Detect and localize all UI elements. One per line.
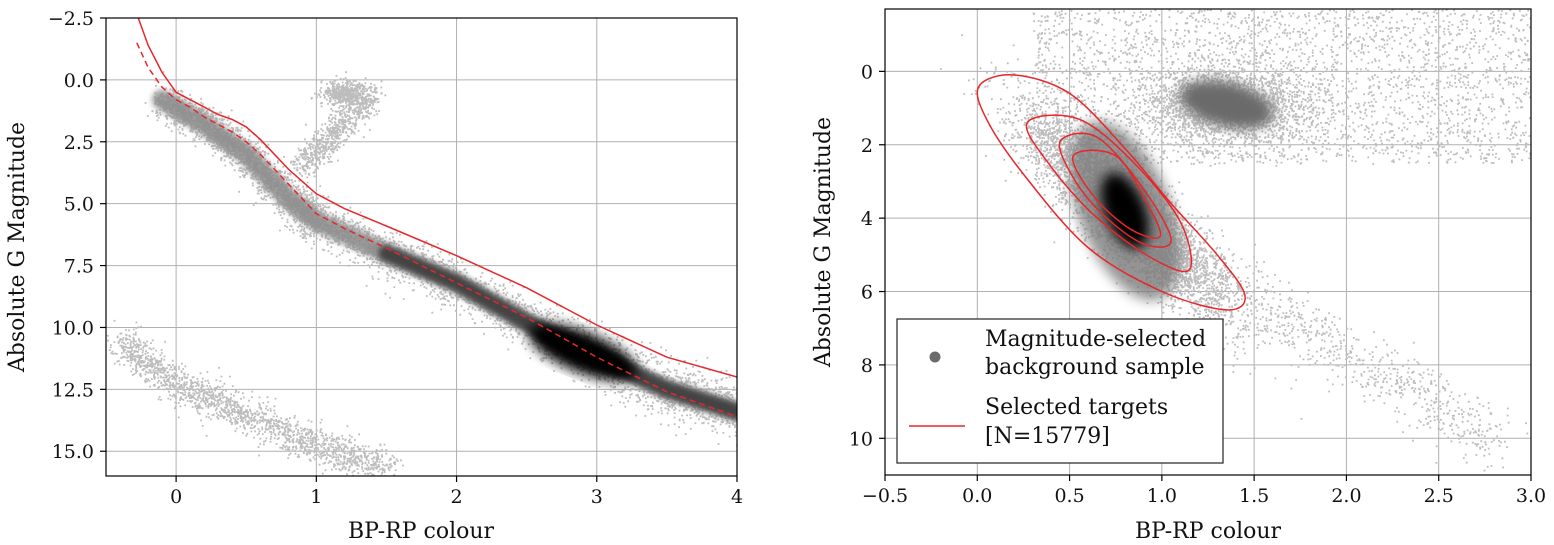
right-xtick-label-3: 1.0 (1147, 485, 1177, 507)
left-y-axis-label: Absolute G Magnitude (5, 122, 30, 373)
right-contour-level-1 (1025, 114, 1193, 273)
right-ytick-label-5: 10 (849, 428, 873, 450)
legend: Magnitude-selected background sample Sel… (896, 318, 1224, 464)
right-xtick-label-2: 0.5 (1054, 485, 1084, 507)
left-panel: 0 1 2 3 4 −2.5 0.0 2.5 5.0 7.5 10.0 12.5 15.0 BP-RP … (5, 8, 743, 544)
left-xtick-label-4: 4 (731, 486, 743, 508)
left-ytick-label-0: −2.5 (48, 8, 94, 30)
right-red-clump-density (1179, 80, 1274, 129)
right-x-axis-label: BP-RP colour (1135, 519, 1282, 544)
right-ticks: −0.5 0.0 0.5 1.0 1.5 2.0 2.5 3.0 0 2 4 6 8 10 (849, 61, 1546, 507)
right-contours (976, 74, 1246, 311)
legend-label-targets-line2: [N=15779] (985, 424, 1110, 449)
right-xtick-label-4: 1.5 (1239, 485, 1269, 507)
left-xtick-label-0: 0 (170, 486, 182, 508)
legend-box (896, 318, 1224, 464)
right-contour-level-0 (976, 74, 1246, 311)
left-lines (136, 18, 737, 418)
right-contour-level-2 (1058, 132, 1172, 248)
right-ytick-label-0: 0 (861, 61, 873, 83)
left-plot-frame (105, 17, 738, 477)
left-ytick-label-4: 7.5 (64, 256, 94, 278)
left-density-peak (528, 323, 638, 381)
left-series-line-solid (137, 18, 737, 378)
left-ytick-label-2: 2.5 (64, 132, 94, 154)
left-ytick-label-5: 10.0 (52, 317, 94, 339)
left-series-line-dashed (136, 42, 737, 418)
legend-label-background-line1: Magnitude-selected (985, 327, 1206, 352)
legend-label-targets-line1: Selected targets (985, 395, 1168, 420)
right-density-peak (1101, 172, 1149, 249)
left-xtick-label-2: 2 (451, 486, 463, 508)
right-xtick-label-6: 2.5 (1424, 485, 1454, 507)
left-ytick-label-6: 12.5 (52, 379, 94, 401)
right-ytick-label-2: 4 (861, 208, 873, 230)
legend-marker-background (929, 351, 941, 363)
right-xtick-label-0: −0.5 (862, 485, 908, 507)
left-ticks: 0 1 2 3 4 −2.5 0.0 2.5 5.0 7.5 10.0 12.5 15.0 (48, 8, 743, 508)
right-xtick-label-7: 3.0 (1516, 485, 1546, 507)
left-xtick-label-3: 3 (591, 486, 603, 508)
right-ytick-label-4: 8 (861, 355, 873, 377)
legend-label-background-line2: background sample (985, 355, 1205, 380)
right-ytick-label-1: 2 (861, 135, 873, 157)
right-xtick-label-1: 0.0 (962, 485, 992, 507)
left-xtick-label-1: 1 (310, 486, 322, 508)
right-xtick-label-5: 2.0 (1331, 485, 1361, 507)
left-ytick-label-1: 0.0 (64, 70, 94, 92)
left-ytick-label-3: 5.0 (64, 194, 94, 216)
right-plot-frame (884, 8, 1532, 476)
right-contour-level-3 (1071, 149, 1162, 239)
right-y-axis-label: Absolute G Magnitude (811, 117, 836, 368)
right-ytick-label-3: 6 (861, 282, 873, 304)
left-x-axis-label: BP-RP colour (348, 519, 495, 544)
left-plot-area (106, 18, 737, 476)
left-ytick-label-7: 15.0 (52, 441, 94, 463)
right-panel: −0.5 0.0 0.5 1.0 1.5 2.0 2.5 3.0 0 2 4 6 8 10 BP-RP c… (811, 8, 1546, 544)
